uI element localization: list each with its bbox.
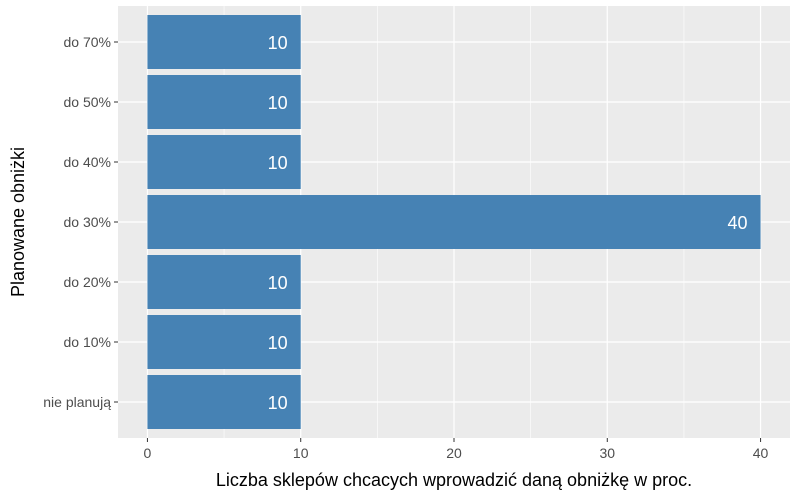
bar-labels: 10 10 10 40 10 10 10 xyxy=(268,33,748,413)
x-axis-title: Liczba sklepów chcacych wprowadzić daną … xyxy=(216,470,692,490)
bar-value-label: 10 xyxy=(268,273,288,293)
bar xyxy=(147,15,301,69)
x-tick-label: 20 xyxy=(446,445,462,461)
y-axis-title: Planowane obniżki xyxy=(8,147,28,297)
bar xyxy=(147,255,301,309)
bar-value-label: 10 xyxy=(268,153,288,173)
bar-value-label: 10 xyxy=(268,33,288,53)
bar-value-label: 10 xyxy=(268,333,288,353)
y-tick-label: do 10% xyxy=(64,334,111,350)
y-axis: nie planują do 10% do 20% do 30% do 40% do 50… xyxy=(43,34,118,410)
y-tick-label: do 40% xyxy=(64,154,111,170)
bar xyxy=(147,135,301,189)
bar-value-label: 40 xyxy=(728,213,748,233)
bar xyxy=(147,375,301,429)
bars xyxy=(147,15,761,429)
bar xyxy=(147,195,761,249)
x-axis: 0 10 20 30 40 xyxy=(144,438,769,461)
x-tick-label: 30 xyxy=(599,445,615,461)
y-tick-label: nie planują xyxy=(43,394,111,410)
bar xyxy=(147,315,301,369)
bar xyxy=(147,75,301,129)
y-tick-label: do 70% xyxy=(64,34,111,50)
x-tick-label: 0 xyxy=(144,445,152,461)
x-tick-label: 40 xyxy=(753,445,769,461)
y-tick-label: do 50% xyxy=(64,94,111,110)
bar-value-label: 10 xyxy=(268,393,288,413)
y-tick-label: do 30% xyxy=(64,214,111,230)
bar-value-label: 10 xyxy=(268,93,288,113)
y-tick-label: do 20% xyxy=(64,274,111,290)
x-tick-label: 10 xyxy=(293,445,309,461)
